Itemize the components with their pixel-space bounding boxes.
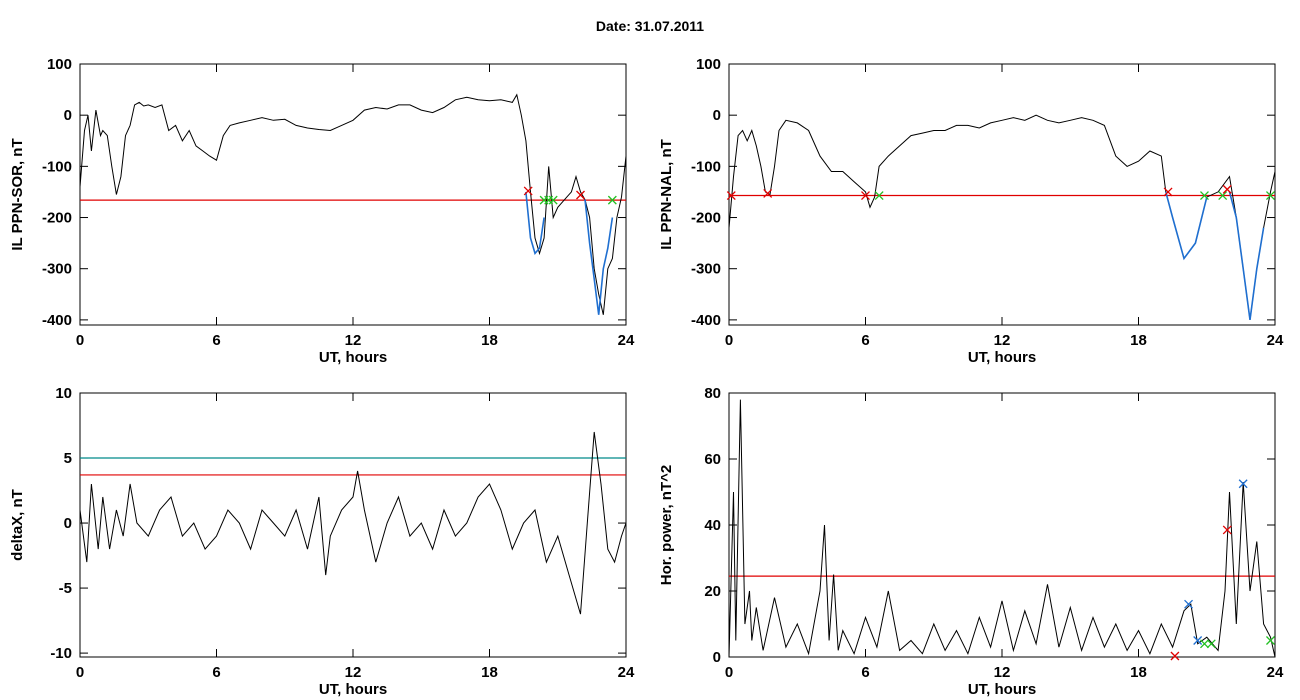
series-line-0 xyxy=(728,114,1276,320)
x-tick-label: 18 xyxy=(1130,332,1147,349)
y-axis-label: IL PPN-NAL, nT xyxy=(658,139,675,250)
marker-red xyxy=(1170,651,1180,661)
marker-red xyxy=(763,189,773,198)
marker-green xyxy=(1200,191,1209,200)
x-axis-label: UT, hours xyxy=(968,349,1036,366)
x-tick-label: 12 xyxy=(994,664,1011,681)
series-line-2 xyxy=(1228,191,1265,321)
y-axis-label: deltaX, nT xyxy=(9,489,26,561)
x-tick-label: 0 xyxy=(76,332,84,349)
marker-blue xyxy=(1184,599,1194,609)
x-axis-label: UT, hours xyxy=(968,681,1036,698)
x-tick-label: 24 xyxy=(1267,664,1284,681)
y-axis-label: Hor. power, nT^2 xyxy=(658,465,675,585)
y-tick-label: -200 xyxy=(42,210,72,227)
y-tick-label: -300 xyxy=(691,261,721,278)
y-tick-label: 0 xyxy=(713,107,721,124)
marker-blue xyxy=(1238,479,1248,489)
series-line-1 xyxy=(1165,191,1208,261)
y-tick-label: -400 xyxy=(691,312,721,329)
x-axis-label: UT, hours xyxy=(319,349,387,366)
marker-green xyxy=(607,195,617,205)
marker-green xyxy=(1206,639,1216,649)
x-tick-label: 6 xyxy=(861,664,869,681)
series-line-0 xyxy=(79,93,627,315)
marker-green xyxy=(1265,636,1275,645)
x-tick-label: 18 xyxy=(481,664,498,681)
y-tick-label: -100 xyxy=(42,158,72,175)
x-tick-label: 0 xyxy=(76,664,84,681)
series-line-0 xyxy=(79,431,627,615)
x-tick-label: 24 xyxy=(618,332,635,349)
y-tick-label: 100 xyxy=(47,56,72,73)
marker-green xyxy=(1265,191,1275,200)
series-line-0 xyxy=(728,399,1276,658)
x-axis-label: UT, hours xyxy=(319,681,387,698)
panel-top-left: 0 6 12 18 24 100 0 -100 -200 -300 -400 UT, hours IL … xyxy=(9,56,635,366)
marker-red xyxy=(523,186,533,196)
x-tick-label: 12 xyxy=(345,664,362,681)
panel-bottom-left: 0 6 12 18 24 10 5 0 -5 -10 UT, hours deltaX, nT xyxy=(9,385,635,698)
marker-red xyxy=(1222,525,1232,535)
y-tick-label: 60 xyxy=(704,451,721,468)
marker-red xyxy=(576,190,585,200)
y-tick-label: 0 xyxy=(713,649,721,666)
x-tick-label: 0 xyxy=(725,664,733,681)
marker-blue xyxy=(1193,636,1203,645)
y-tick-label: 80 xyxy=(704,385,721,402)
marker-green xyxy=(1218,191,1228,200)
marker-green xyxy=(1200,639,1209,649)
y-tick-label: 0 xyxy=(64,515,72,532)
x-tick-label: 24 xyxy=(618,664,635,681)
marker-green xyxy=(874,191,884,200)
y-tick-label: -5 xyxy=(59,580,72,597)
y-tick-label: 0 xyxy=(64,107,72,124)
plot-frame xyxy=(79,63,627,326)
x-tick-label: 18 xyxy=(481,332,498,349)
x-tick-label: 12 xyxy=(994,332,1011,349)
x-tick-label: 12 xyxy=(345,332,362,349)
y-tick-label: -10 xyxy=(50,645,72,662)
panel-bottom-right: 0 6 12 18 24 80 60 40 20 0 UT, hours Hor. power, nT… xyxy=(658,385,1284,698)
figure-title: Date: 31.07.2011 xyxy=(595,18,705,34)
plot-frame xyxy=(79,392,627,658)
x-tick-label: 24 xyxy=(1267,332,1284,349)
y-tick-label: 100 xyxy=(696,56,721,73)
marker-red xyxy=(726,191,736,200)
y-axis-label: IL PPN-SOR, nT xyxy=(9,138,26,250)
y-tick-label: -100 xyxy=(691,158,721,175)
y-tick-label: 5 xyxy=(64,450,72,467)
y-tick-label: -200 xyxy=(691,210,721,227)
panel-top-right: 0 6 12 18 24 100 0 -100 -200 -300 -400 UT, hours IL … xyxy=(658,56,1284,366)
series-line-1 xyxy=(525,191,545,256)
x-tick-label: 6 xyxy=(212,332,220,349)
y-tick-label: -400 xyxy=(42,312,72,329)
y-tick-label: 40 xyxy=(704,517,721,534)
y-tick-label: -300 xyxy=(42,261,72,278)
marker-red xyxy=(1163,187,1173,197)
marker-red xyxy=(1222,184,1232,194)
plot-frame xyxy=(728,63,1276,326)
x-tick-label: 6 xyxy=(861,332,869,349)
marker-red xyxy=(861,191,870,200)
x-tick-label: 6 xyxy=(212,664,220,681)
y-tick-label: 20 xyxy=(704,583,721,600)
series-line-2 xyxy=(584,199,614,315)
marker-green xyxy=(548,195,558,205)
x-tick-label: 0 xyxy=(725,332,733,349)
y-tick-label: 10 xyxy=(55,385,72,402)
x-tick-label: 18 xyxy=(1130,664,1147,681)
